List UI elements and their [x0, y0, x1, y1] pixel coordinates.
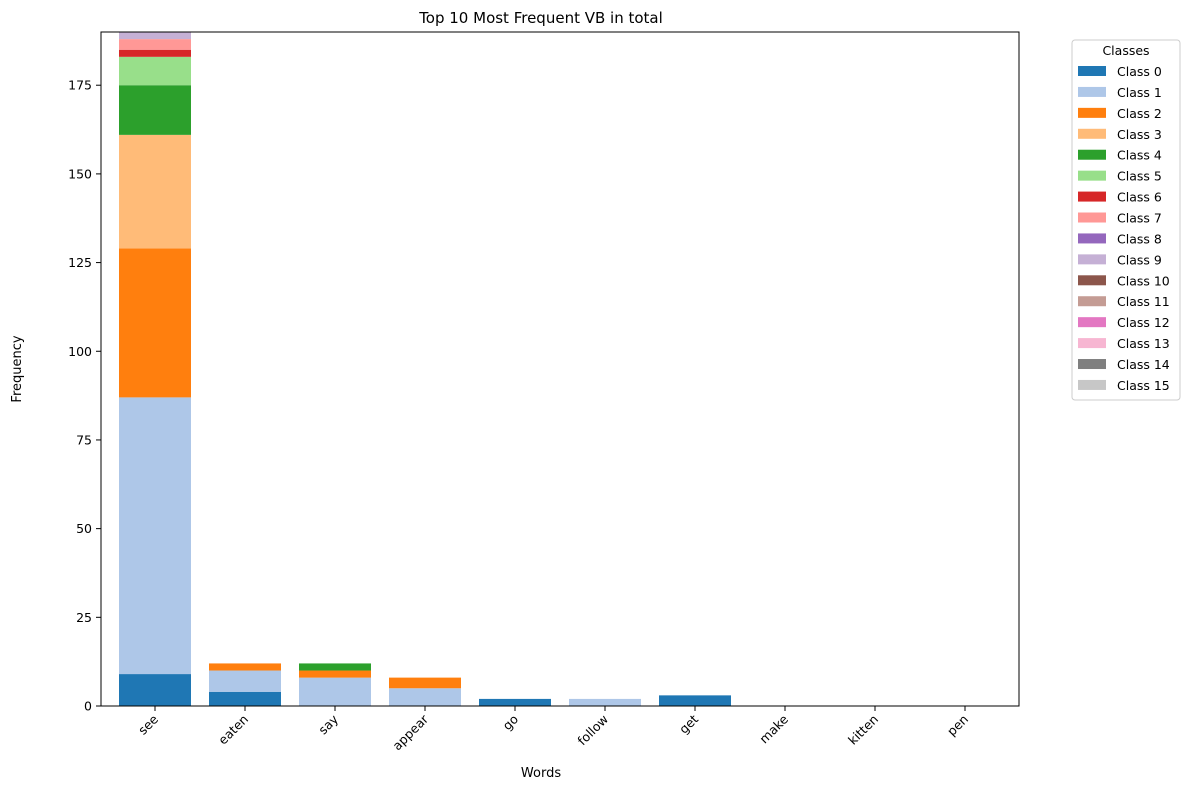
bar-segment: [389, 677, 461, 689]
legend-label: Class 3: [1117, 127, 1162, 142]
bar-segment: [119, 56, 191, 86]
y-tick-label: 75: [76, 432, 92, 447]
legend-label: Class 4: [1117, 148, 1162, 163]
legend-label: Class 7: [1117, 211, 1162, 226]
bar-segment: [119, 85, 191, 135]
legend-label: Class 9: [1117, 252, 1162, 267]
y-tick-label: 125: [68, 255, 92, 270]
legend-label: Class 11: [1117, 294, 1170, 309]
legend-swatch: [1078, 191, 1106, 202]
y-tick-label: 175: [68, 78, 92, 93]
legend-swatch: [1078, 170, 1106, 181]
plot-frame: [100, 31, 1020, 707]
legend-swatch: [1078, 379, 1106, 390]
x-axis-label: Words: [521, 766, 561, 781]
x-tick-label: eaten: [215, 712, 251, 748]
bar-segment: [479, 698, 551, 706]
legend-label: Class 8: [1117, 231, 1162, 246]
x-tick-label: follow: [574, 712, 611, 749]
legend-swatch: [1078, 233, 1106, 244]
x-tick-label: appear: [389, 711, 431, 753]
x-tick-label: go: [499, 712, 521, 734]
bar-segment: [569, 698, 641, 706]
y-axis: 0 25 50 75 100 125 150 175: [68, 78, 101, 714]
legend-swatch: [1078, 107, 1106, 118]
legend-swatch: [1078, 317, 1106, 328]
chart-title: Top 10 Most Frequent VB in total: [418, 9, 663, 27]
bar-segment: [119, 397, 191, 675]
bar-segment: [119, 674, 191, 706]
bar-segment: [209, 663, 281, 671]
y-tick-label: 25: [76, 610, 92, 625]
legend-title: Classes: [1102, 43, 1149, 58]
bar-segment: [209, 691, 281, 706]
legend-swatch: [1078, 359, 1106, 370]
x-tick-label: get: [676, 711, 701, 736]
legend-label: Class 13: [1117, 336, 1170, 351]
bar-segment: [299, 663, 371, 671]
x-tick-label: kitten: [845, 712, 881, 748]
legend-swatch: [1078, 338, 1106, 349]
legend-label: Class 2: [1117, 106, 1162, 121]
y-axis-label: Frequency: [10, 335, 25, 402]
legend-label: Class 10: [1117, 273, 1170, 288]
legend-swatch: [1078, 128, 1106, 139]
x-tick-label: pen: [944, 712, 971, 739]
y-tick-label: 50: [76, 521, 92, 536]
x-tick-label: make: [756, 711, 791, 746]
bar-segment: [389, 688, 461, 706]
legend-swatch: [1078, 66, 1106, 76]
bar-segment: [299, 677, 371, 706]
y-tick-label: 0: [84, 699, 92, 714]
bar-segment: [299, 670, 371, 678]
x-axis: see eaten say appear go follow get make kitten pe…: [135, 706, 971, 753]
bar-segment: [119, 134, 191, 249]
legend-label: Class 0: [1117, 64, 1162, 79]
legend-items: Class 0 Class 1 Class 2 Class 3 Class 4 Class…: [1078, 64, 1170, 393]
legend-label: Class 12: [1117, 315, 1170, 330]
legend-label: Class 14: [1117, 357, 1170, 372]
legend-swatch: [1078, 86, 1106, 97]
legend-swatch: [1078, 149, 1106, 160]
y-tick-label: 150: [68, 166, 92, 181]
legend-label: Class 5: [1117, 169, 1162, 184]
legend-swatch: [1078, 296, 1106, 307]
legend-label: Class 6: [1117, 190, 1162, 205]
legend-label: Class 1: [1117, 85, 1162, 100]
bars-layer: [119, 32, 731, 706]
bar-segment: [209, 670, 281, 692]
y-tick-label: 100: [68, 344, 92, 359]
legend-swatch: [1078, 254, 1106, 265]
bar-segment: [119, 49, 191, 57]
legend-swatch: [1078, 212, 1106, 223]
bar-segment: [119, 32, 191, 40]
x-tick-label: see: [135, 711, 161, 737]
bar-segment: [119, 39, 191, 50]
legend-swatch: [1078, 275, 1106, 286]
legend-label: Class 15: [1117, 378, 1170, 393]
bar-segment: [119, 248, 191, 398]
bar-segment: [659, 695, 731, 706]
x-tick-label: say: [315, 711, 341, 737]
